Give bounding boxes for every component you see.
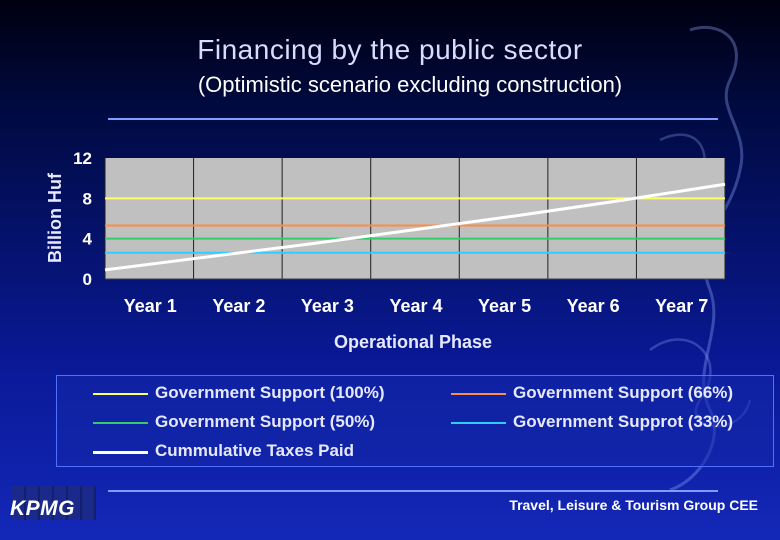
legend-label: Government Support (50%)	[155, 412, 376, 431]
x-tick-label: Year 1	[124, 296, 177, 316]
legend-label: Government Supprot (33%)	[513, 412, 734, 431]
x-tick-label: Year 4	[389, 296, 442, 316]
line-chart: 0 4 8 12 Year 1 Year 2 Year 3 Year 4 Year 5 Year …	[45, 149, 726, 352]
x-tick-label: Year 2	[212, 296, 265, 316]
x-tick-label: Year 3	[301, 296, 354, 316]
y-tick-label: 4	[83, 230, 93, 249]
slide-subtitle: (Optimistic scenario excluding construct…	[197, 72, 623, 97]
legend-swatch	[451, 393, 506, 395]
logo-text: KPMG	[10, 497, 75, 520]
x-tick-label: Year 7	[655, 296, 708, 316]
legend-swatch	[93, 393, 148, 395]
legend-swatch	[93, 451, 148, 454]
legend-label: Government Support (100%)	[155, 383, 385, 402]
plot-area	[105, 158, 725, 279]
header-divider	[108, 118, 718, 120]
y-tick-label: 12	[73, 149, 92, 168]
x-tick-label: Year 6	[567, 296, 620, 316]
legend-swatch	[451, 422, 506, 424]
y-tick-label: 0	[83, 270, 92, 289]
y-tick-label: 8	[83, 189, 92, 208]
legend-label: Cummulative Taxes Paid	[155, 441, 355, 460]
kpmg-logo	[12, 486, 96, 520]
x-axis-label: Operational Phase	[334, 332, 492, 352]
legend-swatch	[93, 422, 148, 424]
legend-label: Government Support (66%)	[513, 383, 734, 402]
x-tick-label: Year 5	[478, 296, 531, 316]
chart-legend: Government Support (100%) Government Supp…	[56, 375, 774, 467]
slide-title: Financing by the public sector	[197, 34, 583, 65]
footer-divider	[108, 490, 718, 492]
footer-text: Travel, Leisure & Tourism Group CEE	[509, 497, 758, 513]
series-line	[104, 182, 726, 272]
y-axis-label: Billion Huf	[45, 172, 65, 263]
